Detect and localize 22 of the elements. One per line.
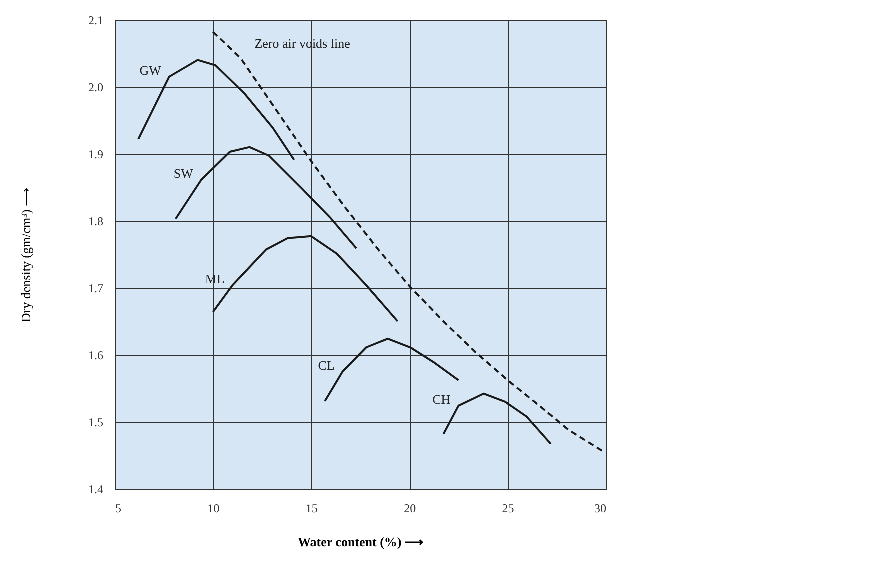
y-tick-label: 2.1 — [88, 14, 104, 28]
y-tick-label: 1.9 — [88, 148, 104, 162]
x-tick-label: 30 — [594, 502, 606, 516]
series-label: SW — [174, 166, 194, 182]
x-tick-label: 25 — [502, 502, 514, 516]
x-axis-title: Water content (%) ⟶ — [298, 534, 424, 550]
series-label: CL — [318, 358, 335, 373]
y-axis-title: Dry density (gm/cm³) ⟶ — [18, 187, 34, 323]
y-tick-label: 1.8 — [88, 214, 104, 228]
y-tick-label: 2.0 — [88, 80, 104, 94]
y-tick-label: 1.5 — [88, 416, 104, 430]
y-tick-label: 1.7 — [88, 282, 104, 296]
x-tick-label: 5 — [116, 502, 122, 516]
series-label: CH — [432, 392, 451, 407]
x-tick-label: 20 — [404, 502, 416, 516]
x-tick-label: 15 — [306, 502, 318, 516]
line-series — [174, 146, 358, 250]
x-tick-label: 10 — [208, 502, 220, 516]
y-tick-label: 1.6 — [88, 348, 104, 362]
y-tick-label: 1.4 — [88, 482, 104, 496]
series-label: GW — [140, 62, 162, 78]
line-series — [138, 59, 296, 162]
